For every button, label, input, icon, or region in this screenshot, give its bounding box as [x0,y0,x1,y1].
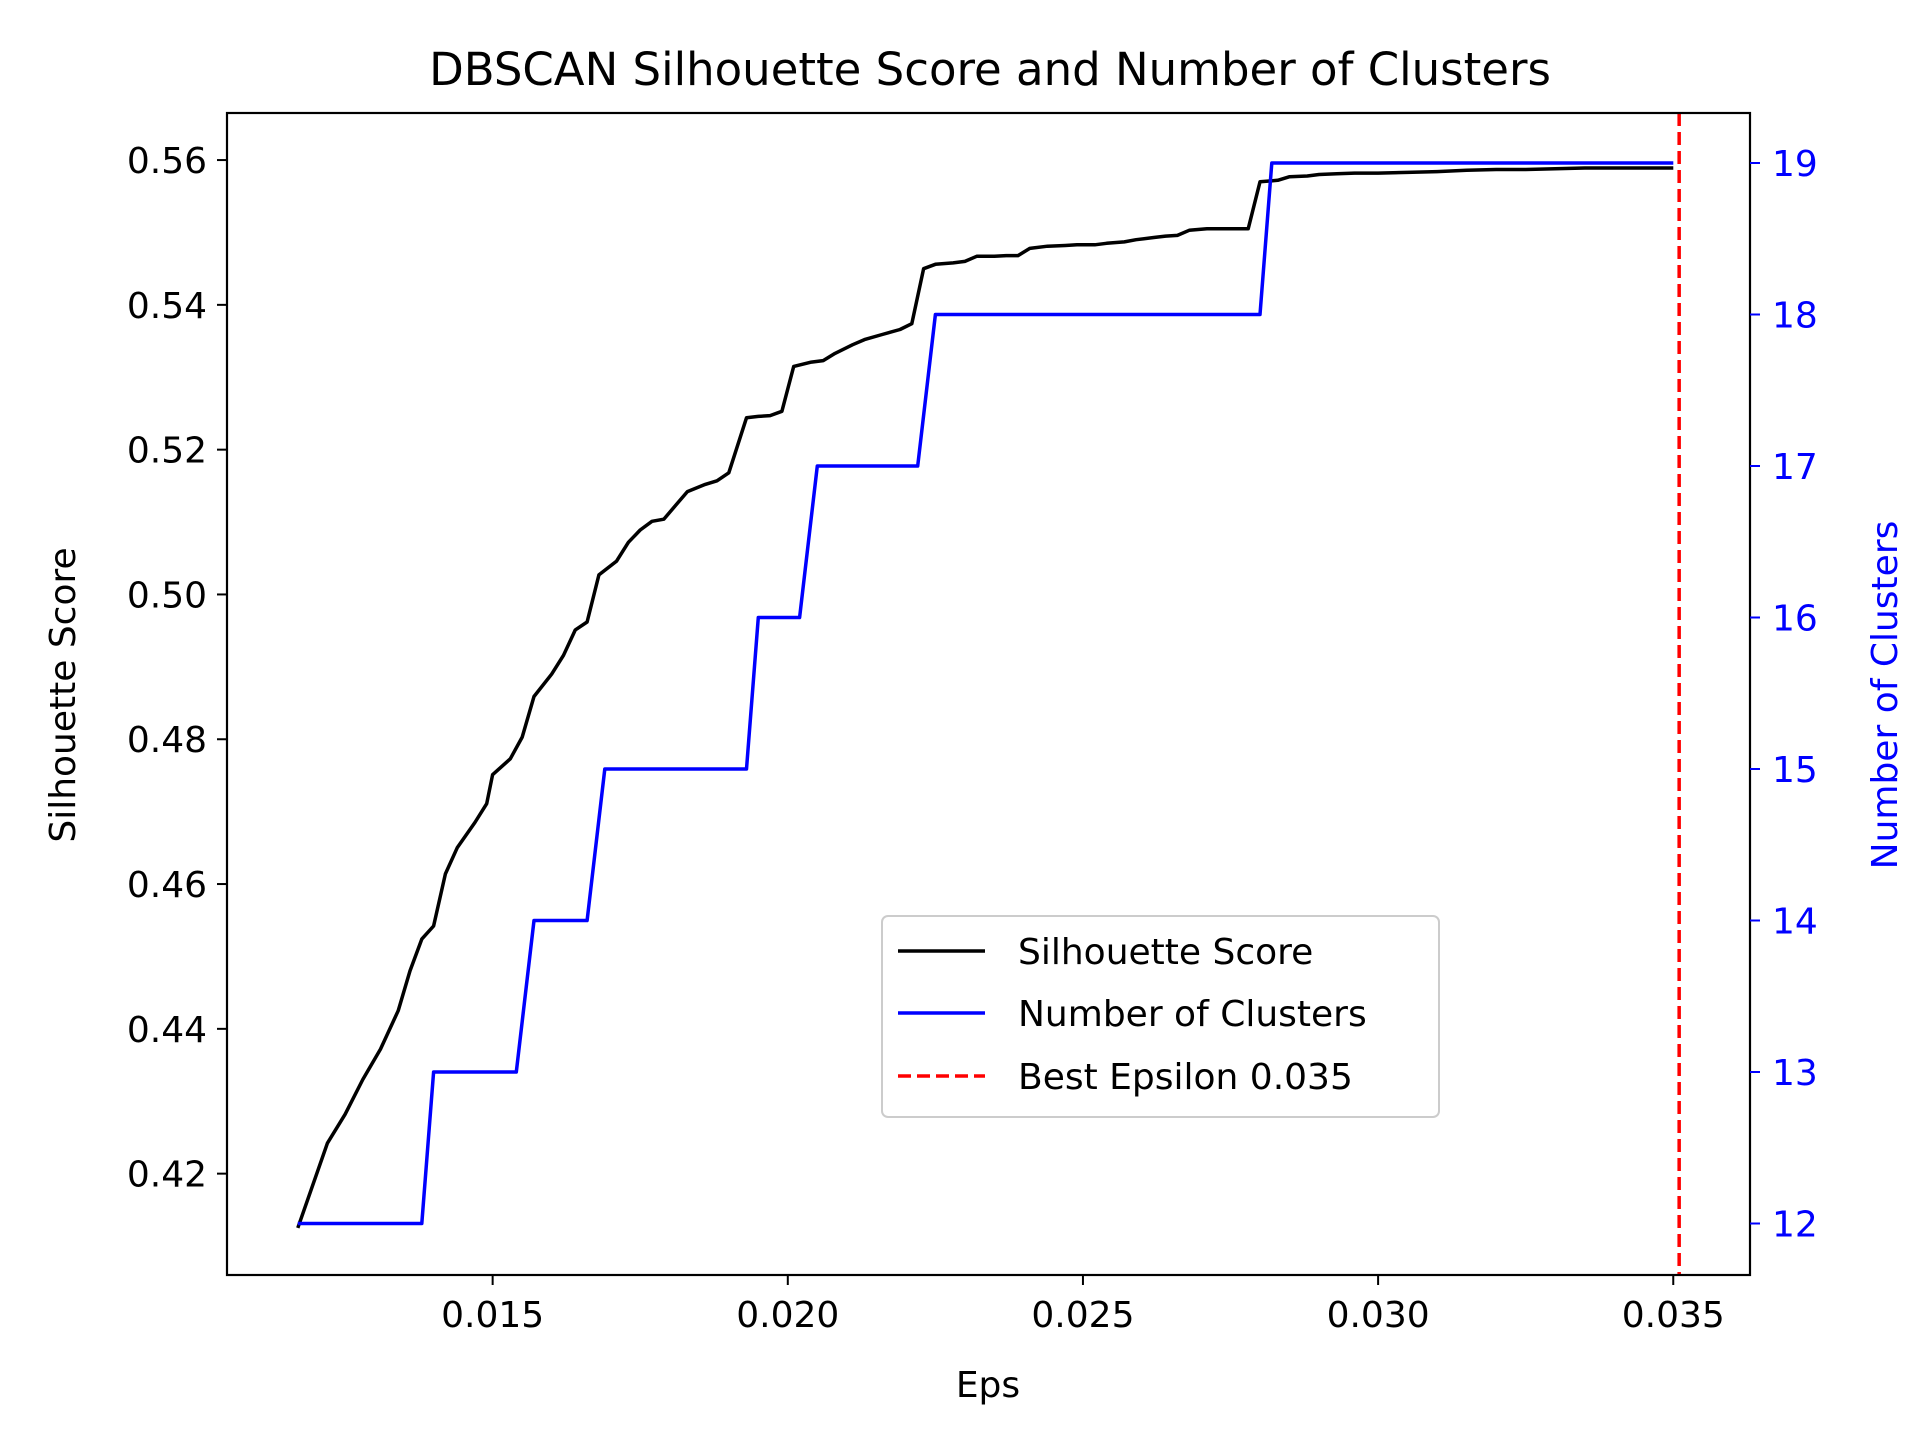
x-tick-label: 0.020 [736,1295,839,1336]
legend: Silhouette Score Number of Clusters Best… [881,915,1440,1118]
plot-area [225,111,1752,1277]
y-right-tick-label: 17 [1772,447,1818,488]
series-silhouette-score-line [296,166,1674,1229]
y-axis-right: 12 13 14 15 16 17 18 19 [1750,144,1818,1245]
series-layer [296,113,1681,1275]
legend-box [881,915,1440,1118]
y-left-tick-label: 0.48 [127,720,207,761]
plot-frame [225,111,1752,1277]
y-axis-left-label: Silhouette Score [43,547,84,842]
y-right-tick-label: 16 [1772,598,1818,639]
x-tick-label: 0.030 [1327,1295,1430,1336]
y-right-tick-label: 12 [1772,1204,1818,1245]
legend-label-silhouette: Silhouette Score [1018,932,1313,973]
x-tick-label: 0.035 [1622,1295,1725,1336]
y-right-tick-label: 19 [1772,144,1818,185]
y-left-tick-label: 0.44 [127,1010,207,1051]
y-right-tick-label: 15 [1772,750,1818,791]
y-left-tick-label: 0.56 [127,141,207,182]
series-number-of-clusters-line [297,161,1674,1226]
chart-title: DBSCAN Silhouette Score and Number of Cl… [429,43,1551,96]
y-left-tick-label: 0.42 [127,1155,207,1196]
y-axis-right-label: Number of Clusters [1865,521,1906,870]
x-axis: 0.015 0.020 0.025 0.030 0.035 [441,1275,1725,1336]
y-left-tick-label: 0.50 [127,575,207,616]
x-axis-label: Eps [956,1365,1020,1406]
x-tick-label: 0.025 [1031,1295,1134,1336]
y-left-tick-label: 0.54 [127,286,207,327]
x-tick-label: 0.015 [441,1295,544,1336]
y-right-tick-label: 18 [1772,295,1818,336]
legend-label-best-epsilon: Best Epsilon 0.035 [1018,1057,1353,1098]
y-right-tick-label: 13 [1772,1053,1818,1094]
y-left-tick-label: 0.52 [127,431,207,472]
y-right-tick-label: 14 [1772,901,1818,942]
legend-label-clusters: Number of Clusters [1018,994,1367,1035]
y-axis-left: 0.42 0.44 0.46 0.48 0.50 0.52 0.54 0.56 [127,141,227,1196]
y-left-tick-label: 0.46 [127,865,207,906]
